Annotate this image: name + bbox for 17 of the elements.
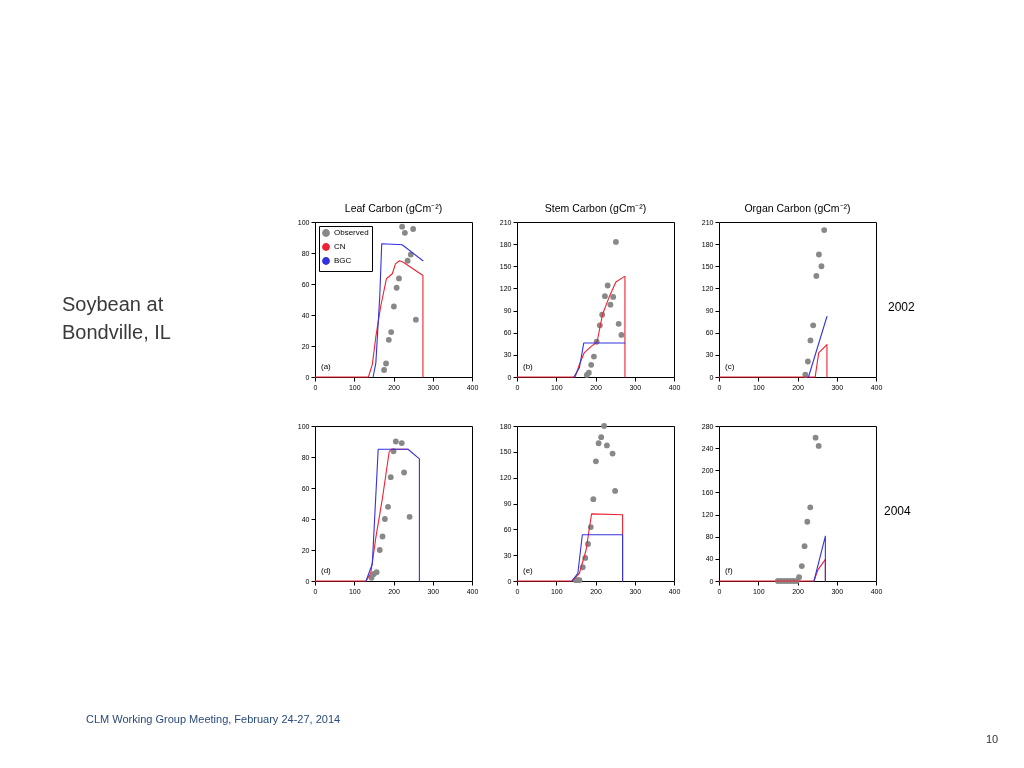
annotation: (c) xyxy=(725,362,735,371)
annotation: (e) xyxy=(523,566,534,575)
annotation: (a) xyxy=(321,362,332,371)
text: 2002 xyxy=(888,300,915,314)
text: 2004 xyxy=(884,504,911,518)
annotation: (d) xyxy=(321,566,332,575)
annotation: (f) xyxy=(725,566,733,575)
legend-label: BGC xyxy=(334,256,352,265)
annotation: (b) xyxy=(523,362,534,371)
legend-label: CN xyxy=(334,242,346,251)
chart-title: Stem Carbon (gCm⁻²) xyxy=(544,201,647,214)
text: CLM Working Group Meeting, February 24-27, 2014 xyxy=(86,713,341,725)
chart-title: Organ Carbon (gCm⁻²) xyxy=(744,201,851,214)
legend-label: Observed xyxy=(334,228,369,237)
chart-title: Leaf Carbon (gCm⁻²) xyxy=(344,201,443,214)
text: Soybean at Bondville, IL xyxy=(62,292,172,345)
text: 10 xyxy=(986,733,999,745)
